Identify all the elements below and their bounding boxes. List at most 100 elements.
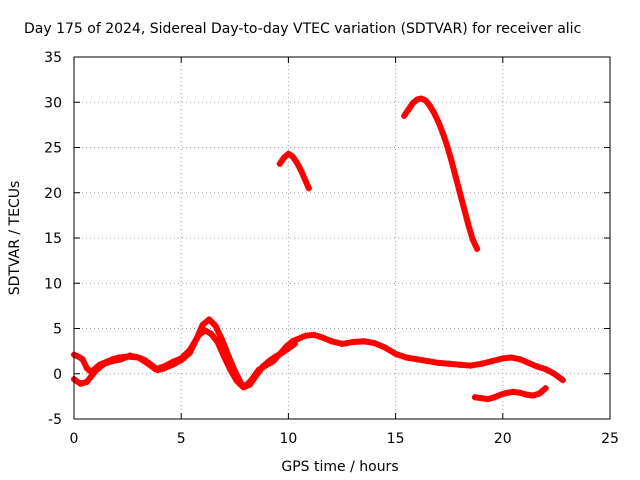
y-axis-title: SDTVAR / TECUs bbox=[7, 181, 23, 296]
data-point bbox=[510, 388, 517, 395]
data-point bbox=[469, 236, 476, 243]
data-point bbox=[559, 377, 566, 384]
data-point bbox=[504, 389, 511, 396]
data-point bbox=[218, 336, 225, 343]
data-point bbox=[302, 177, 309, 184]
data-point bbox=[478, 395, 485, 402]
grid bbox=[74, 57, 610, 419]
data-point bbox=[272, 353, 279, 360]
data-point bbox=[444, 142, 451, 149]
data-point bbox=[534, 363, 541, 370]
data-point bbox=[392, 350, 399, 357]
data-point bbox=[403, 354, 410, 361]
data-point bbox=[278, 349, 285, 356]
data-point bbox=[285, 345, 292, 352]
data-point bbox=[452, 173, 459, 180]
data-point bbox=[305, 185, 312, 192]
y-tick-label: 30 bbox=[44, 95, 62, 111]
data-point bbox=[422, 97, 429, 104]
data-point bbox=[233, 377, 240, 384]
data-point bbox=[446, 360, 453, 367]
data-point bbox=[246, 381, 253, 388]
data-point bbox=[169, 358, 176, 365]
data-point bbox=[381, 344, 388, 351]
data-point bbox=[118, 356, 125, 363]
data-point bbox=[266, 358, 273, 365]
data-point bbox=[465, 222, 472, 229]
data-point bbox=[471, 394, 478, 401]
data-point bbox=[79, 356, 86, 363]
data-point bbox=[109, 358, 116, 365]
y-tick-label: 20 bbox=[44, 186, 62, 202]
x-tick-label: 5 bbox=[177, 431, 186, 447]
data-point bbox=[101, 360, 108, 367]
data-point bbox=[523, 391, 530, 398]
data-point bbox=[92, 368, 99, 375]
data-point bbox=[206, 316, 213, 323]
data-point bbox=[227, 367, 234, 374]
data-point bbox=[431, 110, 438, 117]
data-point bbox=[186, 347, 193, 354]
data-point bbox=[319, 334, 326, 341]
data-point bbox=[135, 354, 142, 361]
data-point bbox=[478, 360, 485, 367]
data-point bbox=[542, 366, 549, 373]
data-point bbox=[508, 354, 515, 361]
data-point bbox=[489, 358, 496, 365]
data-point bbox=[212, 322, 219, 329]
data-point bbox=[516, 389, 523, 396]
data-point bbox=[456, 361, 463, 368]
data-point bbox=[75, 353, 82, 360]
data-point bbox=[293, 159, 300, 166]
x-tick-label: 25 bbox=[601, 431, 619, 447]
data-point bbox=[296, 335, 303, 342]
data-point bbox=[497, 391, 504, 398]
series-arc-3 bbox=[276, 150, 312, 192]
y-tick-label: 35 bbox=[44, 50, 62, 66]
data-point bbox=[439, 130, 446, 137]
data-point bbox=[409, 100, 416, 107]
data-point bbox=[161, 363, 168, 370]
data-point bbox=[281, 154, 288, 161]
series-arc-5 bbox=[471, 385, 549, 403]
data-point bbox=[371, 339, 378, 346]
data-point bbox=[178, 355, 185, 362]
data-point bbox=[414, 356, 421, 363]
data-point bbox=[143, 359, 150, 366]
y-tick-label: 0 bbox=[53, 367, 62, 383]
data-point bbox=[201, 327, 208, 334]
x-tick-label: 15 bbox=[387, 431, 405, 447]
data-point bbox=[499, 355, 506, 362]
y-tick-label: -5 bbox=[48, 412, 62, 428]
data-point bbox=[83, 365, 90, 372]
series-arc-4 bbox=[401, 95, 481, 252]
data-point bbox=[529, 392, 536, 399]
chart-title: Day 175 of 2024, Sidereal Day-to-day VTE… bbox=[24, 21, 581, 37]
data-point bbox=[536, 390, 543, 397]
data-point bbox=[259, 363, 266, 370]
x-axis-title: GPS time / hours bbox=[281, 459, 398, 475]
data-point bbox=[516, 356, 523, 363]
data-point bbox=[525, 359, 532, 366]
data-point bbox=[435, 119, 442, 126]
data-point bbox=[349, 339, 356, 346]
x-tick-label: 20 bbox=[494, 431, 512, 447]
data-point bbox=[448, 157, 455, 164]
data-point bbox=[311, 331, 318, 338]
data-point bbox=[126, 352, 133, 359]
data-point bbox=[418, 95, 425, 102]
data-point bbox=[491, 394, 498, 401]
data-point bbox=[401, 112, 408, 119]
x-tick-label: 0 bbox=[70, 431, 79, 447]
data-point bbox=[83, 378, 90, 385]
data-point bbox=[435, 359, 442, 366]
data-point bbox=[240, 384, 247, 391]
data-point bbox=[426, 102, 433, 109]
x-tick-label: 10 bbox=[279, 431, 297, 447]
data-point bbox=[456, 189, 463, 196]
axis-ticks: 0 5 10 15 20 25 -5 0 5 10 15 20 25 30 35 bbox=[44, 50, 619, 447]
data-point bbox=[253, 372, 260, 379]
y-tick-label: 15 bbox=[44, 231, 62, 247]
